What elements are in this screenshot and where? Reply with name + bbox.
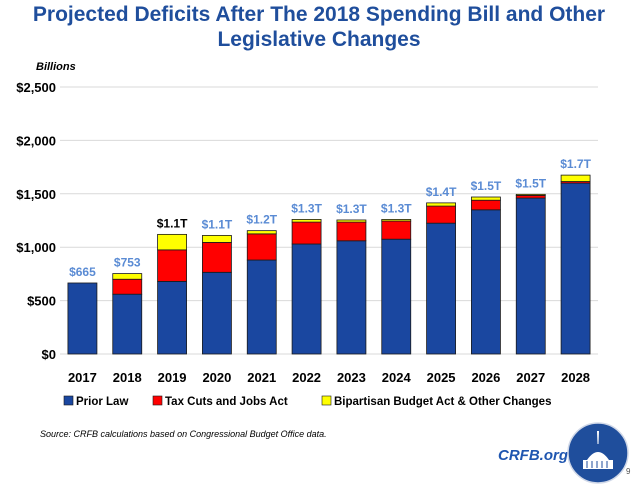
bar-segment-tax-cuts-and-jobs-act-2023: [336, 221, 367, 242]
x-tick-label: 2027: [516, 370, 545, 385]
bar-segment-tax-cuts-and-jobs-act-2022: [291, 221, 322, 245]
x-tick-label: 2023: [337, 370, 366, 385]
x-tick-label: 2025: [427, 370, 456, 385]
y-axis-label: Billions: [36, 61, 76, 73]
data-label: $665: [69, 265, 96, 279]
data-label: $1.3T: [291, 201, 322, 215]
x-tick-label: 2020: [202, 370, 231, 385]
x-tick-label: 2019: [158, 370, 187, 385]
chart-title: Projected Deficits After The 2018 Spendi…: [32, 3, 606, 51]
bar-segment-bipartisan-budget-act-other-changes-2027: [515, 193, 546, 196]
x-tick-label: 2022: [292, 370, 321, 385]
bar-segment-prior-law-2028: [560, 182, 591, 355]
data-label: $1.5T: [515, 176, 546, 190]
bar-segment-prior-law-2022: [291, 243, 322, 355]
x-tick-label: 2028: [561, 370, 590, 385]
data-label: $1.1T: [157, 216, 188, 230]
y-tick-label: $1,000: [16, 240, 56, 255]
data-label: $1.1T: [202, 217, 233, 231]
y-tick-label: $2,000: [16, 133, 56, 148]
page-number: 9: [626, 467, 631, 476]
bar-segment-bipartisan-budget-act-other-changes-2026: [471, 196, 501, 201]
legend-label: Bipartisan Budget Act & Other Changes: [334, 396, 551, 408]
data-label: $1.5T: [471, 179, 502, 193]
bar-segment-prior-law-2026: [471, 209, 501, 355]
data-label: $1.4T: [426, 185, 457, 199]
y-tick-label: $500: [27, 294, 56, 309]
bar-segment-tax-cuts-and-jobs-act-2020: [202, 241, 232, 273]
bar-segment-tax-cuts-and-jobs-act-2018: [112, 278, 143, 295]
source-note: Source: CRFB calculations based on Congr…: [40, 429, 327, 439]
stacked-bar-chart: Billions $0 $500 $1,000 $1,500 $2,000 $2,500 $6…: [16, 61, 598, 408]
x-tick-label: 2021: [247, 370, 276, 385]
bar-segment-bipartisan-budget-act-other-changes-2018: [112, 273, 143, 280]
x-tick-label: 2018: [113, 370, 142, 385]
bar-segment-tax-cuts-and-jobs-act-2024: [381, 220, 412, 240]
bar-segment-bipartisan-budget-act-other-changes-2028: [560, 174, 591, 182]
bar-segment-bipartisan-budget-act-other-changes-2021: [246, 230, 277, 235]
bar-segment-bipartisan-budget-act-other-changes-2020: [202, 235, 232, 243]
bar-segment-prior-law-2020: [202, 271, 232, 355]
data-label: $1.3T: [336, 202, 367, 216]
bar-segment-tax-cuts-and-jobs-act-2021: [246, 233, 277, 261]
bar-segment-tax-cuts-and-jobs-act-2019: [157, 249, 187, 282]
bar-segment-prior-law-2021: [246, 259, 277, 355]
bar-segment-bipartisan-budget-act-other-changes-2023: [336, 219, 367, 223]
bar-segment-bipartisan-budget-act-other-changes-2022: [291, 219, 322, 223]
crfb-logo-icon: [567, 422, 629, 484]
legend-swatch: [63, 395, 74, 406]
bar-segment-prior-law-2023: [336, 240, 367, 355]
bar-segment-bipartisan-budget-act-other-changes-2025: [426, 202, 456, 207]
bar-segment-tax-cuts-and-jobs-act-2025: [426, 205, 456, 224]
bar-segment-bipartisan-budget-act-other-changes-2019: [157, 233, 187, 251]
data-label: $1.3T: [381, 201, 412, 215]
y-tick-label: $2,500: [16, 80, 56, 95]
data-label: $1.2T: [246, 213, 277, 227]
data-label: $753: [114, 256, 141, 270]
bar-segment-prior-law-2024: [381, 238, 412, 355]
legend-swatch: [321, 395, 332, 406]
data-label: $1.7T: [560, 157, 591, 171]
bar-segment-prior-law-2027: [515, 197, 546, 355]
bar-segment-tax-cuts-and-jobs-act-2027: [515, 195, 546, 199]
legend-label: Tax Cuts and Jobs Act: [165, 396, 288, 408]
legend-swatch: [152, 395, 163, 406]
x-tick-label: 2024: [382, 370, 412, 385]
bar-segment-prior-law-2019: [157, 280, 187, 355]
x-tick-label: 2017: [68, 370, 97, 385]
x-tick-label: 2026: [471, 370, 500, 385]
bar-segment-prior-law-2025: [426, 222, 456, 355]
site-link[interactable]: CRFB.org: [498, 447, 568, 464]
legend-label: Prior Law: [76, 396, 128, 408]
y-tick-label: $0: [42, 347, 56, 362]
bar-segment-prior-law-2017: [67, 282, 98, 355]
y-tick-label: $1,500: [16, 187, 56, 202]
bar-segment-tax-cuts-and-jobs-act-2026: [471, 199, 501, 211]
bar-segment-prior-law-2018: [112, 293, 143, 355]
bar-segment-bipartisan-budget-act-other-changes-2024: [381, 219, 412, 222]
